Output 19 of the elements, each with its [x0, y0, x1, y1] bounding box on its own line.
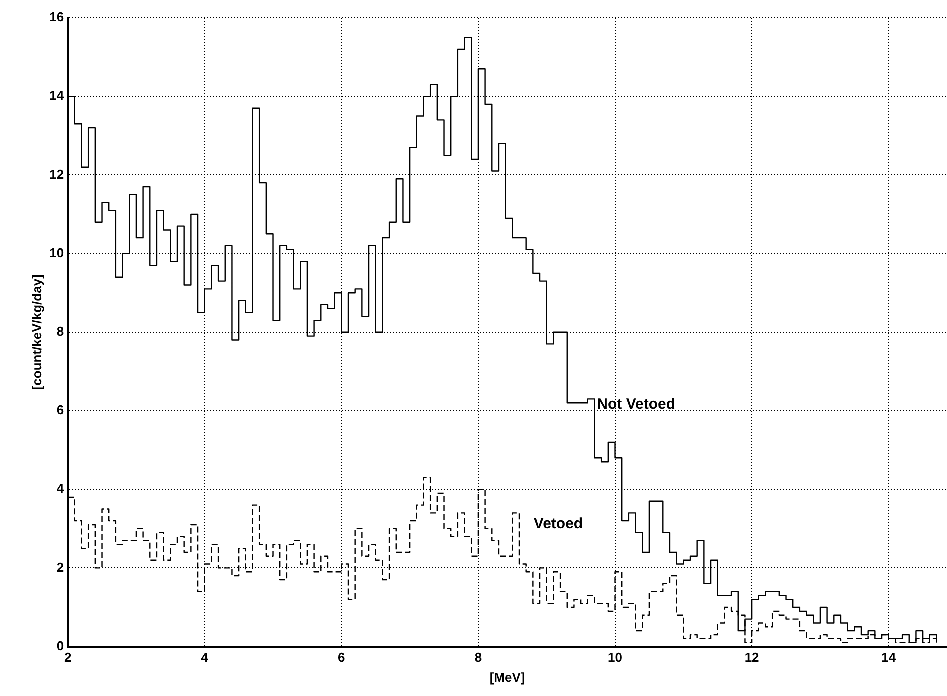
y-tick-label: 10 [50, 245, 64, 260]
x-tick-label: 4 [201, 650, 210, 666]
x-tick-label: 8 [474, 650, 482, 666]
x-axis-title: [MeV] [490, 670, 526, 685]
y-tick-label: 6 [56, 402, 64, 418]
series-label: Vetoed [534, 515, 584, 532]
y-tick-label: 16 [50, 10, 64, 25]
y-tick-label: 4 [56, 481, 65, 496]
series-label: Not Vetoed [597, 396, 676, 413]
y-tick-label: 2 [56, 560, 64, 575]
x-tick-label: 14 [882, 650, 897, 666]
y-tick-label: 12 [50, 166, 64, 182]
x-tick-label: 12 [744, 650, 760, 666]
y-tick-label: 8 [56, 324, 64, 339]
y-tick-label: 0 [56, 638, 64, 654]
x-tick-label: 6 [338, 650, 346, 666]
x-tick-label: 10 [608, 650, 622, 666]
y-tick-label: 14 [50, 88, 65, 104]
y-axis-title: [count/keV/kg/day] [29, 274, 44, 390]
